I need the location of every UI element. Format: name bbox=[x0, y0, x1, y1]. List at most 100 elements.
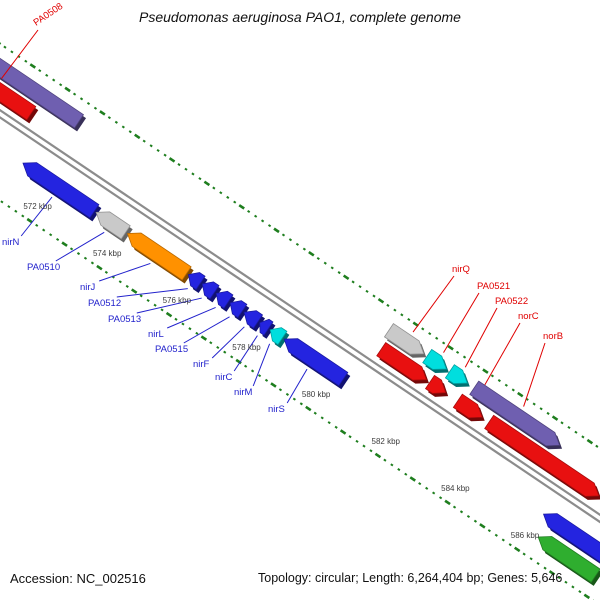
tick-mark bbox=[238, 204, 245, 210]
gene-arrow-PA0522[interactable] bbox=[444, 364, 468, 384]
gene-arrow-PA0515[interactable] bbox=[229, 300, 248, 319]
tick-mark bbox=[114, 120, 118, 124]
tick-mark bbox=[174, 317, 178, 321]
tick-mark bbox=[548, 570, 556, 576]
tick-mark bbox=[260, 219, 265, 223]
tick-mark bbox=[316, 256, 320, 261]
tick-mark bbox=[3, 45, 7, 49]
tick-mark bbox=[83, 256, 88, 260]
tick-mark bbox=[334, 425, 338, 429]
tick-mark bbox=[421, 327, 425, 331]
tick-mark bbox=[230, 355, 234, 359]
tick-mark bbox=[536, 561, 540, 565]
tick-mark bbox=[38, 69, 42, 73]
gene-label-PA0521: PA0521 bbox=[477, 281, 510, 292]
gene-arrow-nirJ[interactable] bbox=[126, 232, 192, 281]
gene-label-line bbox=[116, 288, 188, 298]
tick-mark bbox=[153, 303, 157, 307]
tick-mark bbox=[219, 191, 223, 195]
tick-mark bbox=[250, 369, 255, 373]
gene-label-line bbox=[464, 307, 498, 368]
tick-mark bbox=[195, 331, 199, 335]
tick-mark bbox=[99, 110, 106, 116]
tick-mark bbox=[165, 311, 173, 318]
gene-arrow-g22[interactable] bbox=[542, 513, 600, 565]
tick-mark bbox=[212, 186, 216, 190]
tick-mark bbox=[358, 285, 362, 289]
gene-arrow-nirS[interactable] bbox=[283, 338, 349, 387]
tick-mark bbox=[198, 177, 202, 181]
gene-arrow-norB[interactable] bbox=[469, 380, 561, 447]
tick-label-580: 580 kbp bbox=[302, 390, 331, 399]
tick-mark bbox=[511, 388, 515, 392]
tick-mark bbox=[583, 593, 591, 600]
gene-arrow-norC[interactable] bbox=[452, 393, 483, 419]
tick-mark bbox=[369, 449, 373, 453]
gene-arrow-PA0508[interactable] bbox=[0, 63, 37, 121]
tick-mark bbox=[595, 444, 599, 448]
gene-arrow-PA0521[interactable] bbox=[422, 348, 447, 370]
gene-arrow-g10[interactable] bbox=[484, 414, 600, 497]
tick-mark bbox=[418, 482, 422, 486]
tick-mark bbox=[560, 421, 564, 425]
gene-arrow-PA0512[interactable] bbox=[187, 272, 206, 291]
accession-text: Accession: NC_002516 bbox=[10, 571, 146, 586]
tick-mark bbox=[497, 379, 501, 383]
gene-label-nirS: nirS bbox=[268, 404, 285, 415]
tick-mark bbox=[163, 153, 167, 157]
tick-mark bbox=[257, 374, 262, 378]
gene-arrow-nirF[interactable] bbox=[243, 310, 264, 329]
gene-arrow-nirC[interactable] bbox=[259, 318, 274, 336]
tick-mark bbox=[473, 519, 478, 523]
gene-arrow-PA0513[interactable] bbox=[201, 281, 220, 300]
gene-label-PA0510: PA0510 bbox=[27, 262, 60, 273]
tick-mark bbox=[181, 322, 185, 326]
tick-mark bbox=[320, 416, 324, 420]
tick-mark bbox=[64, 86, 71, 93]
tick-mark bbox=[428, 332, 432, 336]
gene-arrow-nirM[interactable] bbox=[269, 327, 288, 346]
tick-mark bbox=[233, 200, 237, 204]
gene-label-norC: norC bbox=[518, 311, 539, 322]
gene-label-norB: norB bbox=[543, 331, 563, 342]
tick-mark bbox=[29, 63, 36, 69]
tick-label-582: 582 kbp bbox=[372, 437, 401, 446]
gene-label-nirC: nirC bbox=[215, 372, 233, 383]
tick-mark bbox=[52, 78, 56, 82]
gene-arrow-g23[interactable] bbox=[537, 536, 600, 583]
gene-arrow-g1[interactable] bbox=[0, 54, 85, 129]
tick-mark bbox=[118, 280, 122, 284]
gene-arrow-nirL[interactable] bbox=[215, 290, 234, 309]
tick-mark bbox=[390, 463, 394, 467]
tick-mark bbox=[539, 407, 543, 411]
tick-mark bbox=[125, 284, 129, 288]
gene-label-PA0522: PA0522 bbox=[495, 296, 528, 307]
tick-mark bbox=[26, 217, 33, 224]
tick-mark bbox=[139, 294, 143, 298]
tick-mark bbox=[160, 308, 164, 312]
tick-mark bbox=[308, 251, 315, 257]
gene-arrow-PA0510[interactable] bbox=[95, 211, 131, 240]
gene-arrow-nirQ[interactable] bbox=[383, 323, 425, 355]
tick-mark bbox=[10, 50, 14, 54]
gene-arrow-g5[interactable] bbox=[424, 374, 447, 394]
tick-mark bbox=[476, 364, 481, 369]
gene-arrow-g4[interactable] bbox=[376, 341, 428, 381]
tick-mark bbox=[339, 429, 347, 435]
tick-mark bbox=[504, 383, 508, 387]
tick-mark bbox=[407, 317, 411, 322]
gene-label-line bbox=[136, 297, 202, 314]
tick-mark bbox=[14, 209, 18, 213]
tick-mark bbox=[487, 529, 491, 533]
tick-label-586: 586 kbp bbox=[511, 531, 540, 540]
tick-mark bbox=[439, 496, 443, 500]
tick-mark bbox=[203, 180, 211, 187]
tick-mark bbox=[432, 491, 436, 495]
tick-mark bbox=[61, 241, 68, 247]
gene-arrow-nirN[interactable] bbox=[22, 162, 100, 219]
tick-mark bbox=[281, 233, 286, 237]
tick-mark bbox=[342, 274, 350, 281]
tick-mark bbox=[188, 327, 192, 331]
gene-label-line bbox=[412, 275, 455, 333]
tick-mark bbox=[299, 402, 303, 406]
